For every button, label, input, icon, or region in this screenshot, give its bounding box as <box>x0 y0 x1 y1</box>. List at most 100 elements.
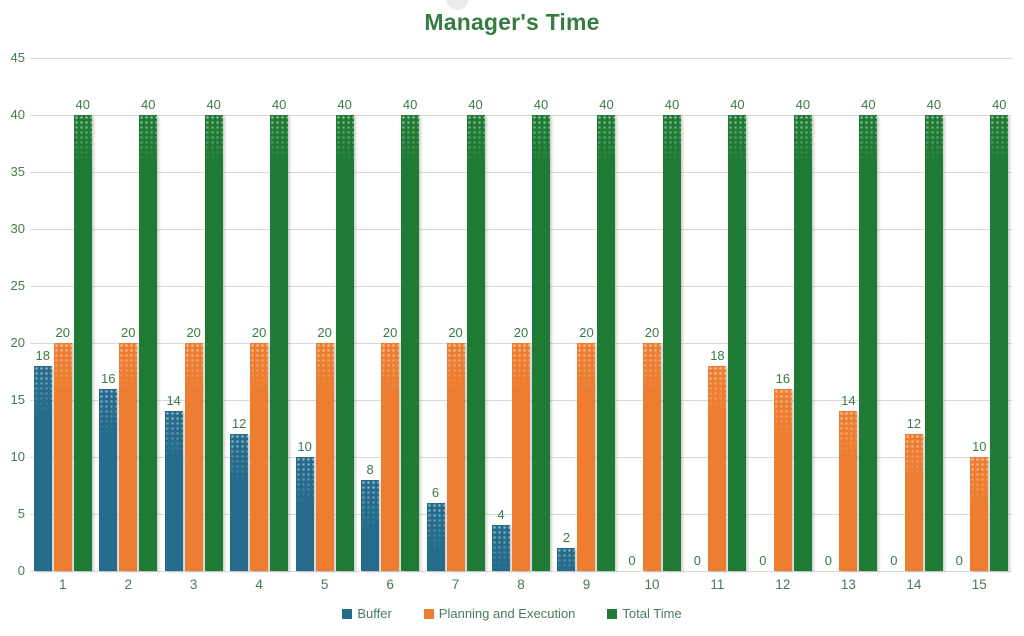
bar-buffer: 18 <box>33 348 52 571</box>
data-label: 40 <box>795 97 811 112</box>
bar-buffer: 14 <box>164 393 183 571</box>
data-label: 18 <box>710 347 725 363</box>
bar-buffer: 2 <box>557 530 576 571</box>
bar-buffer: 8 <box>361 462 380 571</box>
bar-planning-and-execution: 20 <box>446 325 465 571</box>
bar-group: 0 20 40 <box>619 58 684 571</box>
gridline <box>30 229 1012 230</box>
data-label: 12 <box>906 416 922 432</box>
y-axis-tick-label: 25 <box>10 278 25 293</box>
data-label: 10 <box>297 439 312 454</box>
bar-group: 0 16 40 <box>750 58 815 571</box>
legend-label: Total Time <box>622 606 682 621</box>
data-label: 2 <box>562 530 571 546</box>
bar-planning-and-execution: 20 <box>642 325 661 571</box>
data-label: 14 <box>841 393 856 409</box>
gridline <box>30 286 1012 287</box>
data-label: 40 <box>140 97 156 112</box>
data-label: 12 <box>231 416 247 432</box>
bar-total-time: 40 <box>859 97 878 571</box>
bar-planning-and-execution: 20 <box>184 325 203 571</box>
y-axis-tick-label: 15 <box>10 392 25 407</box>
bar-group: 12 20 40 <box>226 58 291 571</box>
y-axis-tick-label: 10 <box>10 449 25 464</box>
legend-item: Planning and Execution <box>423 606 576 621</box>
y-axis-tick-label: 30 <box>10 221 25 236</box>
bar-total-time: 40 <box>401 97 420 571</box>
data-label: 20 <box>317 325 332 340</box>
bar-groups: 18 20 40 16 20 40 14 20 40 12 20 40 10 20 40 8 20 40 6 20 40… <box>30 58 1012 571</box>
data-label: 40 <box>206 97 221 112</box>
legend-swatch <box>342 608 353 619</box>
data-label: 40 <box>533 97 549 112</box>
bar-total-time: 40 <box>270 97 289 571</box>
bar-group: 0 10 40 <box>947 58 1012 571</box>
data-label: 16 <box>775 370 791 386</box>
data-label: 18 <box>35 347 50 363</box>
bar-planning-and-execution: 20 <box>119 325 138 571</box>
bar-total-time: 40 <box>73 97 92 571</box>
data-label: 20 <box>55 325 70 340</box>
x-axis-tick-label: 12 <box>775 577 791 592</box>
x-axis-tick-label: 1 <box>58 577 67 592</box>
bar-buffer: 10 <box>295 439 314 571</box>
bar-group: 0 18 40 <box>685 58 750 571</box>
legend-swatch <box>607 608 618 619</box>
x-axis-tick-label: 11 <box>710 577 725 592</box>
data-label: 0 <box>890 553 898 568</box>
bar-total-time: 40 <box>924 97 943 571</box>
data-label: 20 <box>382 325 398 340</box>
data-label: 0 <box>824 553 832 568</box>
data-label: 0 <box>759 553 767 568</box>
x-axis-tick-label: 15 <box>971 577 987 592</box>
data-label: 6 <box>431 484 440 500</box>
data-label: 40 <box>599 97 614 112</box>
x-axis-tick-label: 10 <box>644 577 660 592</box>
data-label: 16 <box>100 370 116 386</box>
data-label: 20 <box>120 325 136 340</box>
bar-buffer: 6 <box>426 485 445 571</box>
y-axis-tick-label: 20 <box>10 335 25 350</box>
data-label: 0 <box>693 553 702 568</box>
data-label: 20 <box>513 325 529 340</box>
bar-total-time: 40 <box>662 97 681 571</box>
data-label: 20 <box>579 325 594 340</box>
bar-planning-and-execution: 20 <box>381 325 400 571</box>
bar-total-time: 40 <box>466 97 485 571</box>
x-axis: 1 2 3 4 5 6 7 8 9 10 11 12 13 14 15 <box>30 577 1012 592</box>
legend-label: Planning and Execution <box>438 606 576 621</box>
legend: Buffer Planning and Execution Total Time <box>0 606 1024 621</box>
bar-planning-and-execution: 18 <box>708 348 727 571</box>
x-axis-tick-label: 9 <box>582 577 591 592</box>
bar-group: 4 20 40 <box>488 58 553 571</box>
x-axis-tick-label: 8 <box>517 577 525 592</box>
bar-group: 14 20 40 <box>161 58 226 571</box>
data-label: 40 <box>730 97 745 112</box>
bar-buffer: 4 <box>492 507 511 571</box>
legend-label: Buffer <box>357 606 392 621</box>
bar-group: 6 20 40 <box>423 58 488 571</box>
x-axis-tick-label: 6 <box>386 577 394 592</box>
gridline <box>30 172 1012 173</box>
legend-swatch <box>423 608 434 619</box>
data-label: 20 <box>186 325 201 340</box>
y-axis-tick-label: 0 <box>17 563 25 578</box>
gridline <box>30 58 1012 59</box>
chart-title: Manager's Time <box>424 9 600 35</box>
data-label: 40 <box>271 97 287 112</box>
data-label: 20 <box>251 325 267 340</box>
bar-total-time: 40 <box>793 97 812 571</box>
bar-planning-and-execution: 14 <box>839 393 858 571</box>
x-axis-tick-label: 4 <box>255 577 263 592</box>
x-axis-tick-label: 2 <box>124 577 132 592</box>
y-axis-tick-label: 5 <box>17 506 25 521</box>
data-label: 14 <box>166 393 181 409</box>
bar-total-time: 40 <box>335 97 354 571</box>
bar-group: 10 20 40 <box>292 58 357 571</box>
bar-planning-and-execution: 10 <box>970 439 989 571</box>
bar-buffer: 12 <box>230 416 249 571</box>
x-axis-tick-label: 3 <box>189 577 198 592</box>
bar-group: 0 14 40 <box>816 58 881 571</box>
y-axis-tick-label: 35 <box>10 164 25 179</box>
gridline <box>30 115 1012 116</box>
